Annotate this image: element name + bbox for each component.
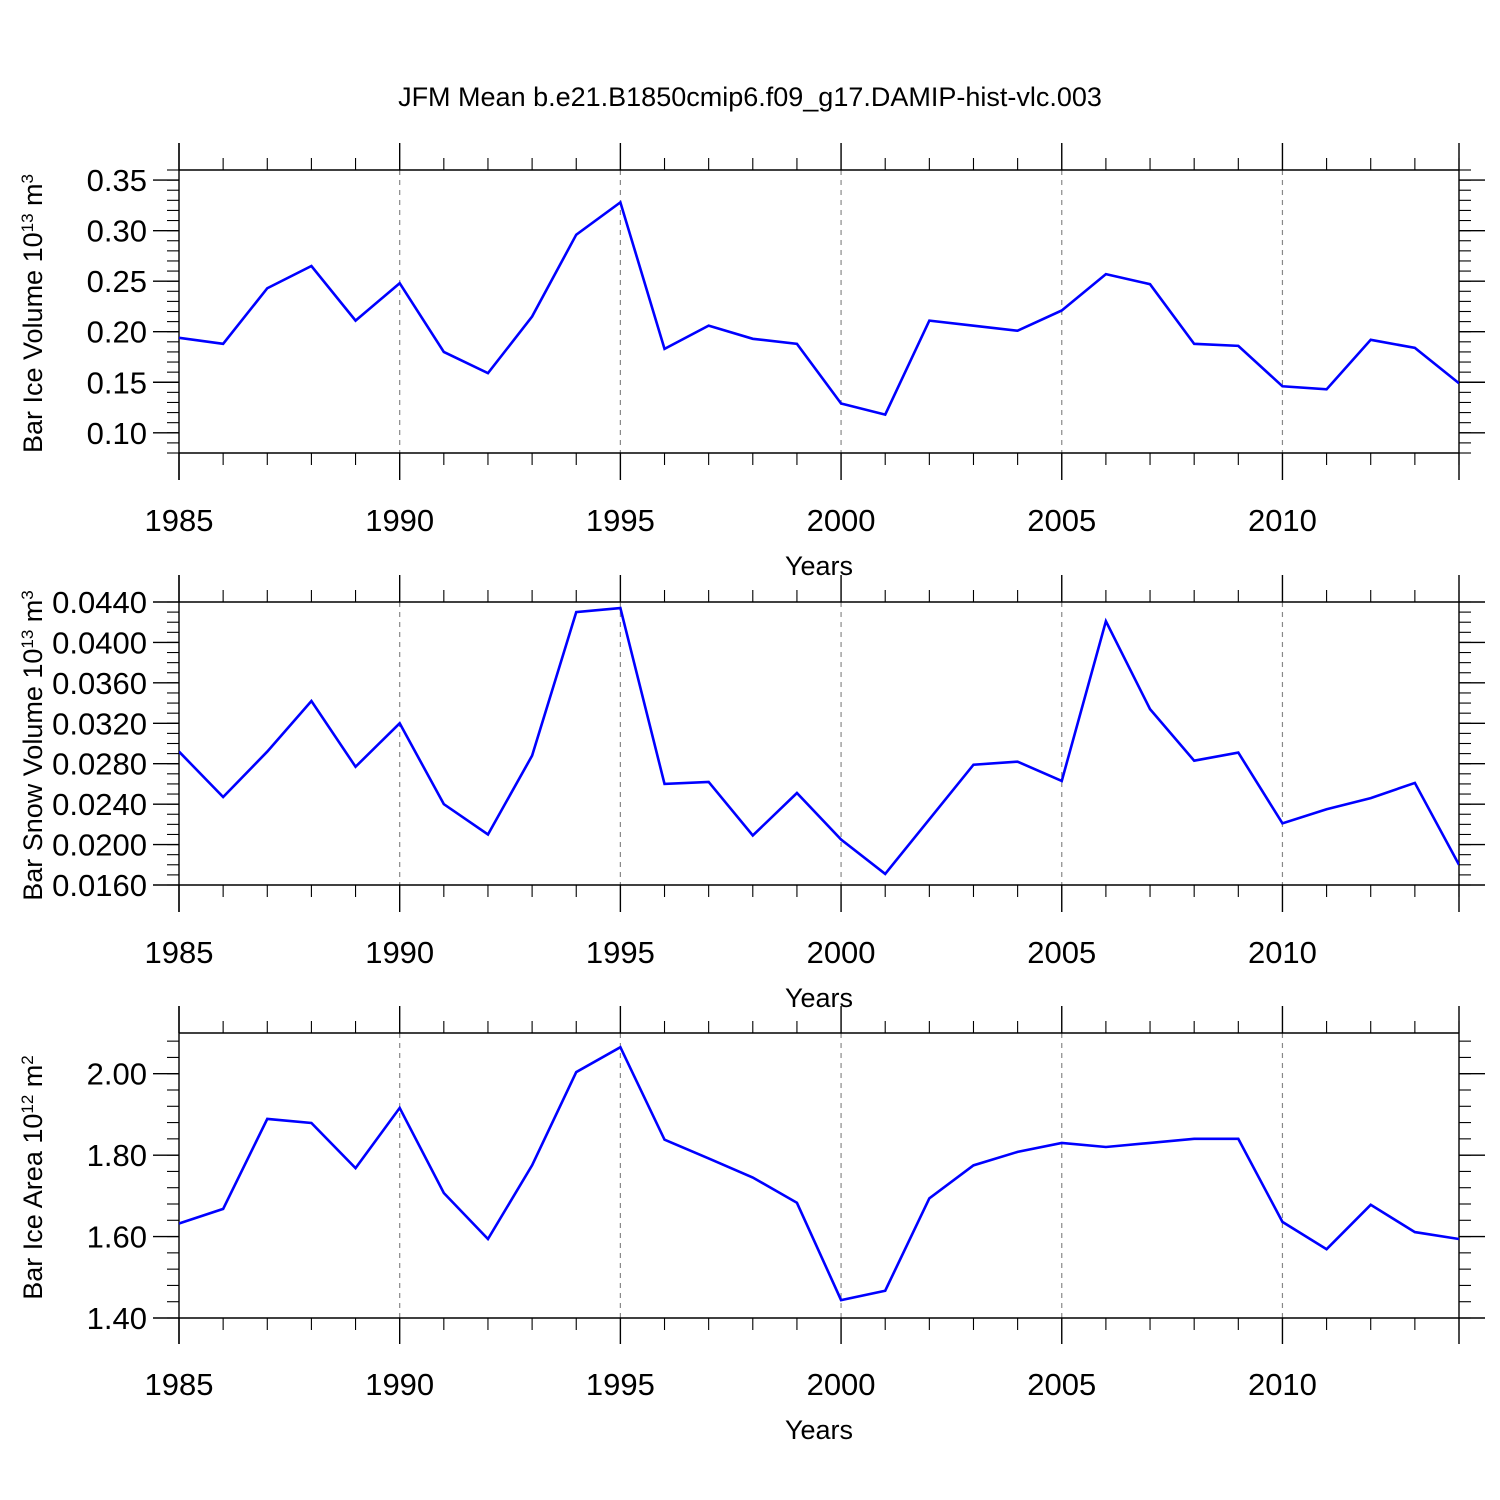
y-tick-label: 0.0360 — [52, 666, 147, 701]
chart-panel-1: 0.10 0.15 0.20 0.25 0.30 0.35 1985 1990 1995 2000… — [18, 143, 1485, 581]
y-tick-label: 0.30 — [87, 214, 147, 249]
x-tick-label: 2000 — [807, 503, 876, 538]
y-tick-label: 1.80 — [87, 1138, 147, 1173]
y-tick-label: 1.40 — [87, 1301, 147, 1336]
y-axis-label: Bar Ice Area 1012 m2 — [18, 1055, 49, 1300]
figure-title: JFM Mean b.e21.B1850cmip6.f09_g17.DAMIP-… — [398, 82, 1102, 112]
x-tick-label: 1995 — [586, 935, 655, 970]
series-line — [179, 606, 1459, 876]
x-tick-label: 2005 — [1027, 503, 1096, 538]
x-tick-label: 1985 — [145, 503, 214, 538]
x-tick-label: 1995 — [586, 1367, 655, 1402]
y-axis-label: Bar Snow Volume 1013 m3 — [18, 590, 49, 901]
x-tick-label: 1990 — [365, 1367, 434, 1402]
y-tick-label: 1.60 — [87, 1220, 147, 1255]
y-tick-label: 0.0200 — [52, 828, 147, 863]
x-tick-label: 2000 — [807, 1367, 876, 1402]
x-tick-label: 2000 — [807, 935, 876, 970]
y-tick-label: 0.25 — [87, 264, 147, 299]
x-tick-label: 2010 — [1248, 503, 1317, 538]
x-tick-label: 1985 — [145, 1367, 214, 1402]
x-tick-label: 1995 — [586, 503, 655, 538]
y-tick-label: 0.0320 — [52, 706, 147, 741]
x-axis-label: Years — [785, 1415, 853, 1445]
y-tick-label: 0.35 — [87, 163, 147, 198]
x-tick-label: 1990 — [365, 503, 434, 538]
series-line — [179, 1045, 1459, 1302]
y-tick-label: 0.0280 — [52, 747, 147, 782]
x-tick-label: 2010 — [1248, 1367, 1317, 1402]
y-tick-label: 0.0400 — [52, 625, 147, 660]
x-tick-label: 2005 — [1027, 935, 1096, 970]
x-tick-label: 2005 — [1027, 1367, 1096, 1402]
x-axis-label: Years — [785, 983, 853, 1013]
y-tick-label: 0.0240 — [52, 787, 147, 822]
x-tick-label: 2010 — [1248, 935, 1317, 970]
series-line — [179, 200, 1459, 417]
y-tick-label: 0.20 — [87, 315, 147, 350]
y-tick-label: 0.0160 — [52, 868, 147, 903]
x-tick-label: 1990 — [365, 935, 434, 970]
y-tick-label: 0.10 — [87, 416, 147, 451]
y-tick-label: 0.0440 — [52, 585, 147, 620]
chart-panel-2: 0.0160 0.0200 0.0240 0.0280 0.0320 0.0360 0.04… — [18, 575, 1485, 1013]
y-axis-label: Bar Ice Volume 1013 m3 — [18, 174, 49, 453]
x-tick-label: 1985 — [145, 935, 214, 970]
y-tick-label: 0.15 — [87, 365, 147, 400]
x-axis-label: Years — [785, 551, 853, 581]
chart-panel-3: 1.40 1.60 1.80 2.00 1985 1990 1995 2000 2005 2010… — [18, 1006, 1485, 1445]
y-tick-label: 2.00 — [87, 1057, 147, 1092]
